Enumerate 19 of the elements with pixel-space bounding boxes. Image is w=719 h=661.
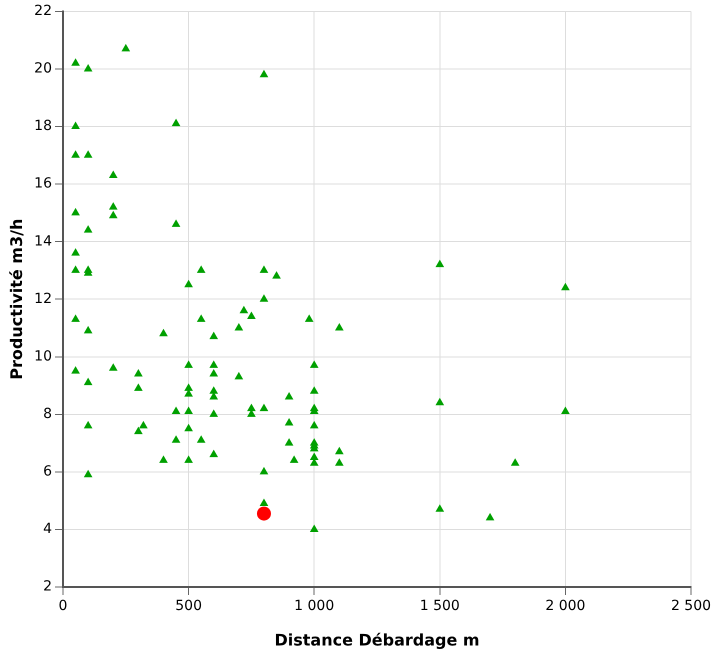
y-tick-label: 14: [34, 233, 52, 250]
y-tick-label: 16: [34, 176, 52, 192]
y-tick-label: 10: [34, 348, 52, 364]
x-axis-title: Distance Débardage m: [274, 630, 480, 650]
x-tick-label: 0: [58, 598, 68, 614]
y-tick-label: 4: [43, 521, 52, 538]
y-tick-label: 6: [43, 464, 52, 480]
y-axis-title: Productivité m3/h: [6, 218, 26, 380]
x-tick-label: 1 500: [420, 598, 460, 614]
y-tick-label: 12: [34, 290, 52, 307]
x-tick-label: 500: [175, 598, 202, 614]
y-tick-label: 22: [34, 3, 52, 20]
y-tick-label: 8: [43, 406, 52, 422]
y-tick-label: 18: [34, 118, 52, 134]
x-tick-label: 1 000: [294, 598, 334, 614]
x-tick-label: 2 000: [545, 598, 586, 614]
x-tick-label: 2 500: [670, 598, 712, 614]
y-tick-label: 2: [43, 578, 52, 595]
y-tick-label: 20: [34, 60, 52, 77]
